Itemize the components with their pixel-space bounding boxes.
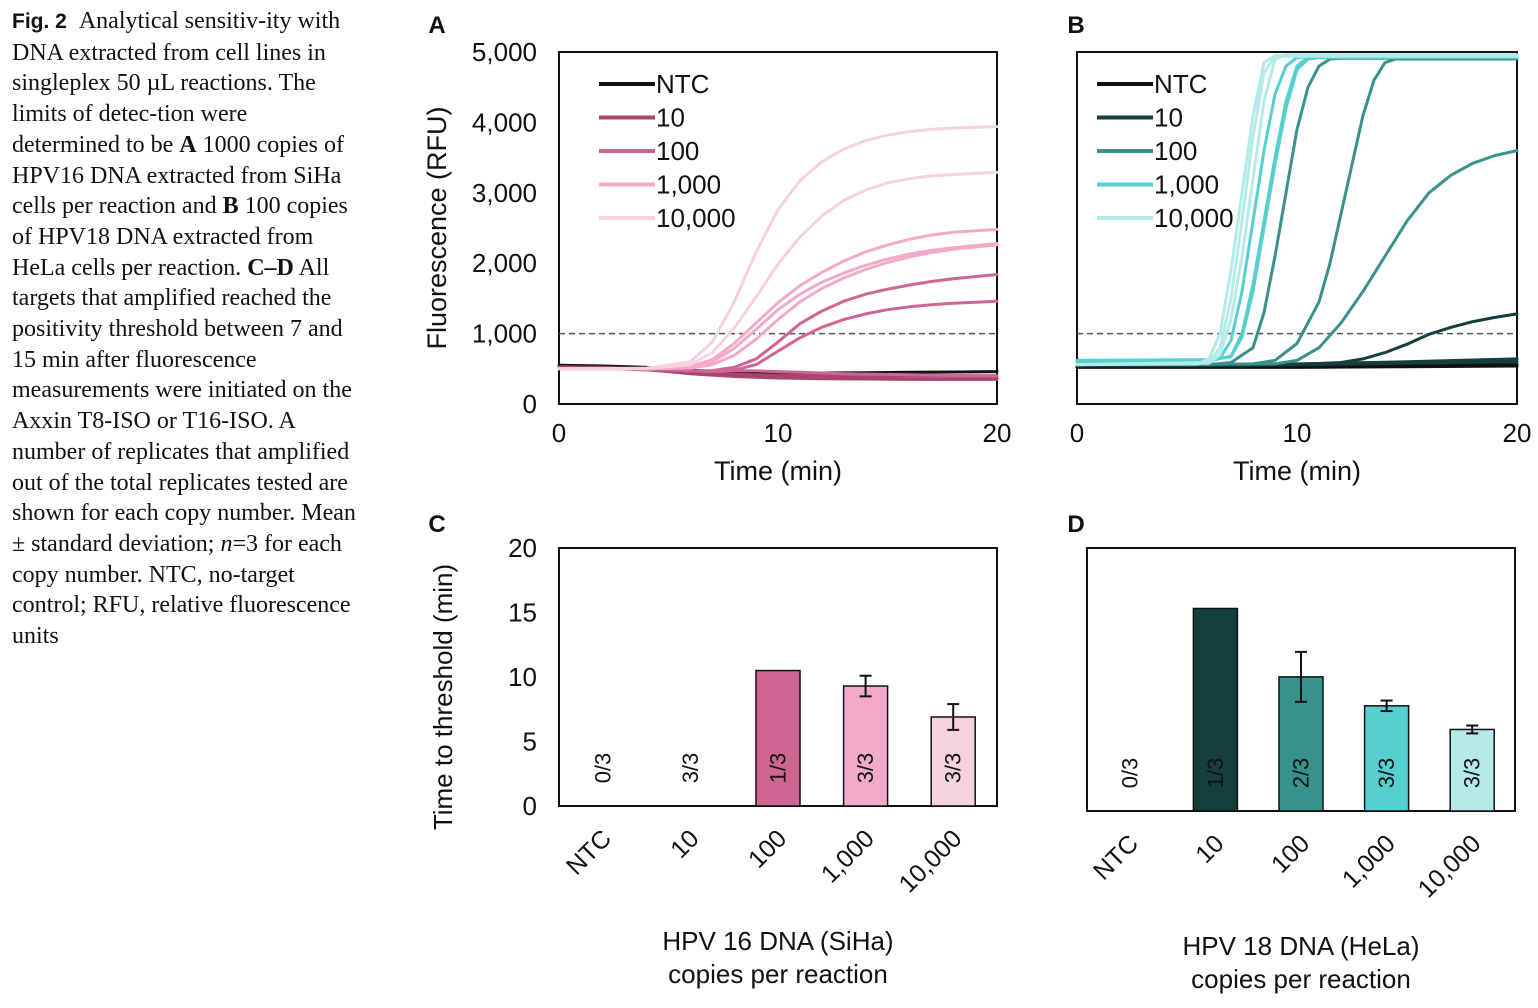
series-line-12: [1075, 54, 1519, 367]
category-label: NTC: [561, 824, 617, 880]
series-line-12: [557, 125, 999, 371]
legend-label: NTC: [1154, 69, 1207, 99]
panel-label-a: A: [428, 12, 445, 39]
replicate-count-label: 3/3: [678, 753, 703, 784]
figure-caption: Fig. 2 Analytical sensitiv-ity with DNA …: [12, 6, 357, 652]
panel-label-b: B: [1067, 12, 1084, 39]
category-label: NTC: [1088, 829, 1144, 885]
caption-text: Analytical sensitiv-ity with DNA extract…: [12, 8, 341, 158]
legend-label: 100: [1154, 136, 1197, 166]
x-tick-label: 10: [1283, 418, 1312, 448]
x-axis-label-2: copies per reaction: [668, 959, 888, 989]
figure-label: Fig. 2: [12, 10, 67, 33]
category-label: 10,000: [894, 824, 968, 898]
category-label: 1,000: [1337, 829, 1401, 893]
series-line-10: [1075, 55, 1519, 364]
series-line-3: [1075, 312, 1519, 368]
legend-label: 10: [1154, 103, 1183, 133]
y-tick-label: 15: [508, 598, 537, 628]
x-axis-label: Time (min): [1233, 456, 1361, 486]
caption-text: =3 for each copy number. NTC, no-target …: [12, 530, 351, 650]
panel-label-d: D: [1067, 511, 1084, 538]
caption-italic-n: n: [220, 530, 233, 557]
y-tick-label: 5: [523, 727, 537, 757]
series-line-5: [557, 299, 999, 374]
caption-ref-b: B: [222, 193, 239, 220]
replicate-count-label: 3/3: [1374, 758, 1399, 789]
y-tick-label: 2,000: [472, 248, 537, 278]
panel-label-c: C: [428, 511, 445, 538]
caption-text: 100 copies of HPV18 DNA extracted from H…: [12, 193, 348, 281]
caption-ref-cd: C–D: [247, 254, 294, 281]
x-axis-label-2: copies per reaction: [1191, 964, 1411, 994]
bar: [842, 685, 889, 807]
legend-label: 10: [656, 103, 685, 133]
y-tick-label: 0: [523, 791, 537, 821]
series-line-6: [1075, 56, 1519, 367]
x-axis-label: Time (min): [714, 456, 842, 486]
y-tick-label: 0: [523, 389, 537, 419]
y-axis-label: Fluorescence (RFU): [422, 106, 452, 349]
bar: [1363, 705, 1410, 812]
x-tick-label: 0: [552, 418, 566, 448]
y-tick-label: 5,000: [472, 37, 537, 67]
series-line-11: [557, 170, 999, 371]
bar: [930, 716, 976, 807]
x-axis-label: HPV 18 DNA (HeLa): [1183, 931, 1420, 961]
category-label: 100: [743, 824, 792, 873]
caption-text: 1000 copies of HPV16 DNA extracted from …: [12, 131, 344, 220]
replicate-count-label: 1/3: [1203, 758, 1228, 789]
legend-label: 100: [656, 136, 699, 166]
category-label: 10: [1190, 829, 1229, 868]
series-line-9: [1075, 55, 1519, 364]
series-line-6: [557, 273, 999, 373]
y-tick-label: 1,000: [472, 319, 537, 349]
y-tick-label: 20: [508, 533, 537, 563]
y-tick-label: 3,000: [472, 178, 537, 208]
legend-label: 10,000: [1154, 203, 1234, 233]
caption-ref-a: A: [179, 131, 197, 158]
x-tick-label: 20: [1503, 418, 1532, 448]
bar: [755, 669, 801, 807]
y-tick-label: 10: [508, 662, 537, 692]
series-line-7: [557, 367, 999, 378]
series-line-11: [1075, 56, 1519, 362]
series-line-8: [1075, 149, 1519, 367]
legend-label: 1,000: [1154, 170, 1219, 200]
series-line-10: [557, 227, 999, 371]
x-tick-label: 0: [1070, 418, 1084, 448]
x-tick-label: 10: [764, 418, 793, 448]
replicate-count-label: 1/3: [766, 753, 791, 784]
category-label: 10,000: [1413, 829, 1487, 903]
y-tick-label: 4,000: [472, 107, 537, 137]
replicate-count-label: 2/3: [1289, 758, 1314, 789]
series-line-13: [1075, 53, 1519, 367]
replicate-count-label: 3/3: [941, 753, 966, 784]
legend-label: 1,000: [656, 170, 721, 200]
replicate-count-label: 3/3: [1460, 758, 1485, 789]
bar: [1192, 607, 1239, 812]
legend-label: 10,000: [656, 203, 736, 233]
category-label: 100: [1266, 829, 1315, 878]
series-line-7: [1075, 57, 1519, 367]
x-tick-label: 20: [983, 418, 1012, 448]
category-label: 10: [665, 824, 704, 863]
replicate-count-label: 3/3: [853, 753, 878, 784]
replicate-count-label: 0/3: [590, 753, 615, 784]
plot-frame: [1076, 51, 1518, 405]
replicate-count-label: 0/3: [1117, 758, 1142, 789]
legend-label: NTC: [656, 69, 709, 99]
y-axis-label: Time to threshold (min): [428, 564, 458, 830]
x-axis-label: HPV 16 DNA (SiHa): [662, 926, 893, 956]
category-label: 1,000: [816, 824, 880, 888]
caption-text: All targets that amplified reached the p…: [12, 254, 356, 557]
series-line-14: [1075, 54, 1519, 367]
